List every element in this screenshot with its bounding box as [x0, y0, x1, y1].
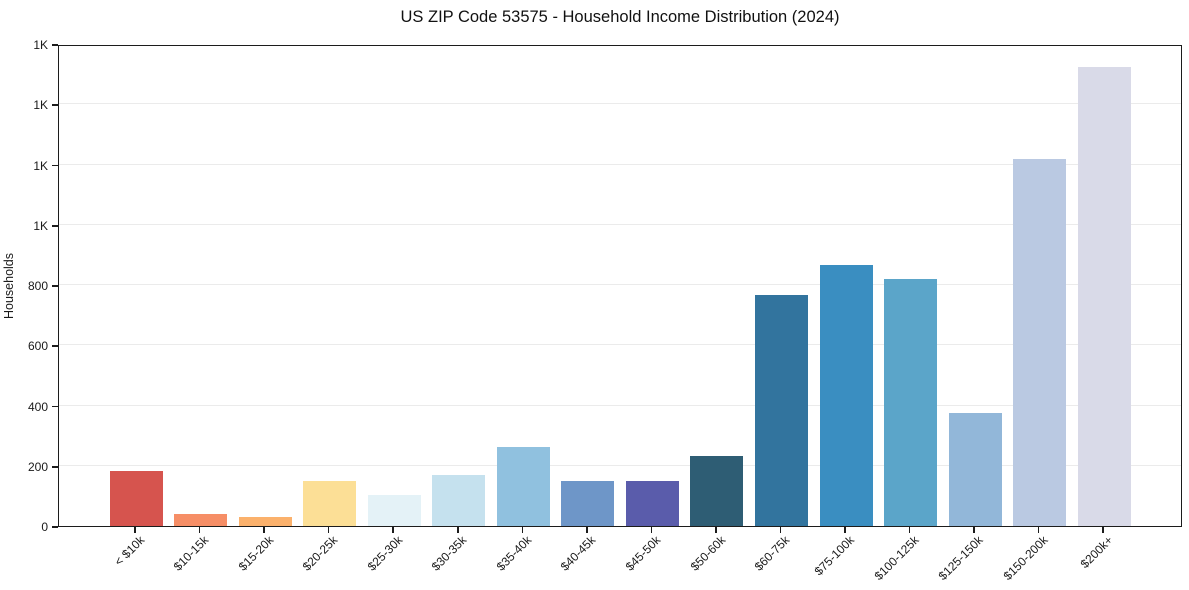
- gridline: [59, 103, 1181, 105]
- y-tick-mark: [52, 224, 58, 227]
- x-tick-mark: [715, 527, 717, 533]
- y-tick-label: 1K: [33, 218, 48, 233]
- x-tick-label: < $10k: [111, 533, 147, 569]
- y-tick-mark: [52, 465, 58, 468]
- x-tick-mark: [263, 527, 265, 533]
- y-tick-label: 800: [27, 279, 48, 293]
- x-tick-mark: [456, 527, 459, 533]
- y-tick-label: 200: [27, 459, 48, 474]
- y-tick-mark: [52, 44, 58, 46]
- y-tick-label: 1K: [33, 38, 48, 52]
- x-tick-mark: [779, 527, 782, 533]
- y-tick-mark: [52, 526, 58, 528]
- y-tick-label: 0: [41, 520, 48, 534]
- x-tick-mark: [844, 527, 846, 533]
- x-tick-mark: [586, 527, 588, 533]
- x-tick-mark: [521, 527, 524, 533]
- gridline: [59, 404, 1181, 406]
- x-tick-label: $100-125k: [871, 533, 922, 584]
- bar-35-40k: [496, 446, 550, 526]
- y-tick-mark: [52, 104, 58, 107]
- bar-30-35k: [432, 475, 486, 526]
- chart-title: US ZIP Code 53575 - Household Income Dis…: [400, 8, 840, 26]
- bar-50-60k: [690, 455, 744, 526]
- x-tick-mark: [392, 527, 394, 533]
- x-tick-label: $30-35k: [429, 533, 470, 574]
- x-tick-label: $150-200k: [1000, 533, 1051, 584]
- x-tick-label: $45-50k: [622, 533, 664, 574]
- bar-15-20k: [238, 517, 292, 526]
- x-tick-mark: [650, 527, 653, 533]
- x-tick-label: $25-30k: [364, 533, 406, 574]
- x-tick-label: $50-60k: [687, 533, 728, 574]
- x-tick-label: $15-20k: [235, 533, 276, 574]
- y-tick-mark: [52, 345, 58, 348]
- x-tick-label: $35-40k: [493, 533, 535, 574]
- x-tick-mark: [1102, 527, 1105, 533]
- x-tick-label: $75-100k: [811, 533, 857, 579]
- x-tick-mark: [134, 527, 136, 533]
- x-tick-label: $40-45k: [558, 533, 599, 574]
- bar-100-125k: [884, 279, 938, 526]
- gridline: [59, 223, 1181, 225]
- bar-45-50k: [625, 480, 679, 526]
- x-tick-label: $125-150k: [936, 533, 987, 584]
- y-tick-mark: [52, 285, 58, 287]
- x-tick-label: $20-25k: [299, 533, 341, 574]
- x-tick-mark: [198, 527, 201, 533]
- bar-25-30k: [367, 495, 421, 526]
- x-tick-label: $200k+: [1077, 533, 1116, 571]
- bar-10-15k: [174, 513, 228, 526]
- bar-75-100k: [819, 264, 873, 526]
- x-tick-label: $60-75k: [751, 533, 793, 574]
- y-tick-mark: [52, 164, 58, 167]
- y-tick-label: 1K: [33, 98, 48, 113]
- bar-60-75k: [755, 294, 808, 526]
- x-tick-label: $10-15k: [170, 533, 212, 574]
- x-tick-mark: [327, 527, 330, 533]
- y-tick-mark: [52, 405, 58, 408]
- bar-125-150k: [948, 413, 1002, 526]
- bar-200k: [1077, 66, 1131, 526]
- gridline: [59, 344, 1181, 346]
- y-tick-label: 1K: [33, 158, 48, 173]
- bar-10k: [109, 470, 163, 526]
- x-tick-mark: [1037, 527, 1040, 533]
- gridline: [59, 464, 1181, 466]
- bar-150-200k: [1013, 159, 1067, 526]
- bar-20-25k: [303, 480, 357, 526]
- gridline: [59, 284, 1181, 285]
- x-tick-mark: [973, 527, 975, 533]
- y-tick-label: 400: [27, 399, 48, 414]
- bar-40-45k: [561, 480, 615, 526]
- plot-area: [58, 45, 1182, 527]
- y-tick-label: 600: [27, 339, 48, 354]
- x-tick-mark: [908, 527, 911, 533]
- gridline: [59, 163, 1181, 165]
